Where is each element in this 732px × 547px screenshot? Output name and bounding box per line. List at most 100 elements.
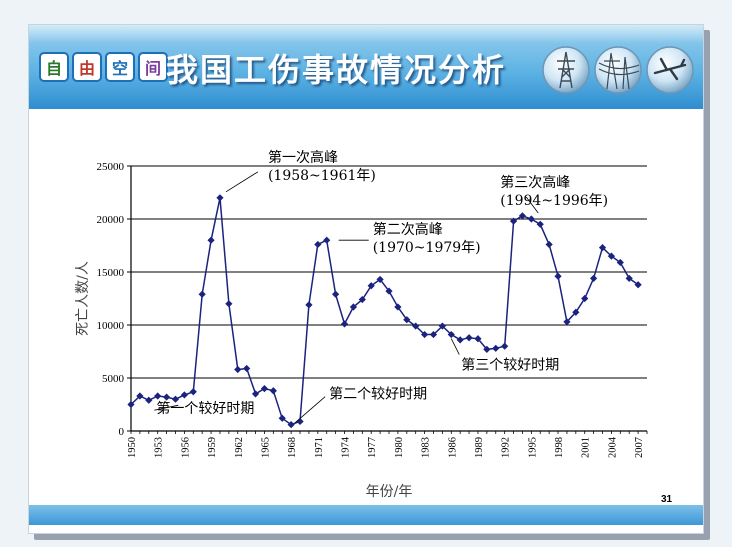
x-tick-label: 1959: [207, 437, 218, 458]
annotation-label: 第一个较好时期: [156, 400, 254, 417]
data-point: [340, 320, 349, 328]
y-axis-label: 死亡人数/人: [75, 261, 91, 336]
data-point: [527, 215, 535, 223]
page-number: 31: [661, 494, 673, 505]
y-tick-label: 15000: [97, 267, 125, 279]
annotation-leader: [154, 404, 179, 411]
data-point: [154, 392, 162, 400]
data-point: [572, 308, 580, 316]
data-point: [260, 385, 269, 393]
annotation-label: (1970~1979年): [373, 240, 481, 256]
data-point: [243, 364, 251, 373]
slide-title: 我国工伤事故情况分析: [166, 51, 507, 89]
bottom-bar: [29, 505, 703, 525]
logo: 自 由 空 间: [39, 51, 168, 83]
x-tick-label: 1983: [421, 437, 432, 458]
x-tick-label: 1995: [527, 437, 538, 458]
data-point: [509, 217, 518, 225]
y-tick-label: 20000: [97, 214, 125, 226]
data-point: [465, 334, 473, 342]
airplane-icon: [646, 46, 694, 94]
annotation-label: 第一次高峰: [268, 149, 338, 166]
x-tick-label: 1998: [554, 437, 565, 458]
data-point: [323, 236, 331, 244]
slide-header: 自 由 空 间 我国工伤事故情况分析: [29, 25, 703, 109]
data-point: [598, 244, 607, 252]
x-tick-label: 2007: [634, 437, 645, 458]
data-point: [625, 274, 633, 282]
data-point: [554, 272, 562, 280]
annotation-label: 第三次高峰: [500, 174, 570, 191]
data-point: [171, 395, 180, 403]
data-point: [376, 275, 384, 284]
annotation-leader: [525, 196, 539, 214]
y-tick-label: 5000: [102, 373, 125, 385]
y-tick-label: 10000: [97, 320, 125, 332]
data-point: [251, 390, 260, 398]
x-tick-label: 1992: [501, 437, 512, 458]
annotation-label: 第三个较好时期: [461, 357, 559, 374]
data-point: [367, 282, 375, 290]
data-point: [634, 281, 642, 289]
data-point: [474, 335, 482, 343]
data-point: [607, 252, 616, 260]
data-point: [545, 240, 553, 249]
data-point: [216, 194, 224, 202]
data-point: [332, 290, 340, 298]
x-tick-label: 2001: [581, 437, 592, 458]
data-point: [438, 322, 446, 330]
logo-char: 自: [39, 52, 69, 82]
data-point: [616, 258, 624, 267]
data-point: [162, 393, 171, 401]
data-point: [127, 400, 135, 409]
data-point: [420, 330, 429, 339]
data-point: [518, 212, 527, 220]
data-point: [225, 300, 233, 308]
annotation-label: (1994~1996年): [500, 193, 608, 209]
data-point: [456, 336, 464, 344]
x-tick-label: 1974: [341, 436, 352, 458]
x-tick-label: 1980: [394, 437, 405, 458]
data-point: [349, 303, 358, 311]
x-tick-label: 1956: [180, 437, 191, 458]
x-tick-label: 1965: [260, 437, 271, 458]
logo-char: 空: [105, 52, 135, 82]
header-shine: [29, 25, 703, 43]
data-point: [269, 387, 277, 395]
data-point: [136, 392, 144, 400]
x-tick-label: 1989: [474, 437, 485, 458]
x-axis-label: 年份/年: [366, 484, 413, 500]
data-point: [385, 287, 393, 295]
data-point: [198, 290, 206, 298]
data-point: [287, 421, 295, 429]
data-point: [429, 330, 438, 339]
x-tick-label: 1986: [447, 437, 458, 458]
logo-char: 间: [138, 52, 168, 82]
data-point: [180, 391, 188, 399]
data-point: [278, 414, 286, 422]
decor-circles: [541, 43, 701, 97]
data-point: [447, 330, 455, 339]
data-point: [189, 388, 197, 396]
data-point: [492, 344, 500, 352]
power-tower-icon: [542, 46, 590, 94]
logo-char: 由: [72, 52, 102, 82]
y-tick-label: 25000: [97, 161, 125, 173]
annotation-leader: [450, 338, 460, 355]
annotation-leader: [294, 396, 326, 423]
annotation-label: 第二次高峰: [373, 221, 443, 238]
data-point: [590, 274, 598, 282]
data-point: [501, 342, 509, 350]
data-point: [145, 396, 153, 404]
data-point: [234, 365, 242, 374]
x-tick-label: 1977: [367, 437, 378, 458]
data-point: [581, 294, 589, 303]
x-tick-label: 1962: [234, 437, 245, 458]
power-lines-icon: [594, 46, 642, 94]
series-line: [130, 197, 639, 426]
x-tick-label: 1950: [127, 437, 138, 458]
data-point: [403, 316, 411, 324]
annotation-leader: [225, 171, 259, 193]
data-point: [296, 417, 304, 426]
